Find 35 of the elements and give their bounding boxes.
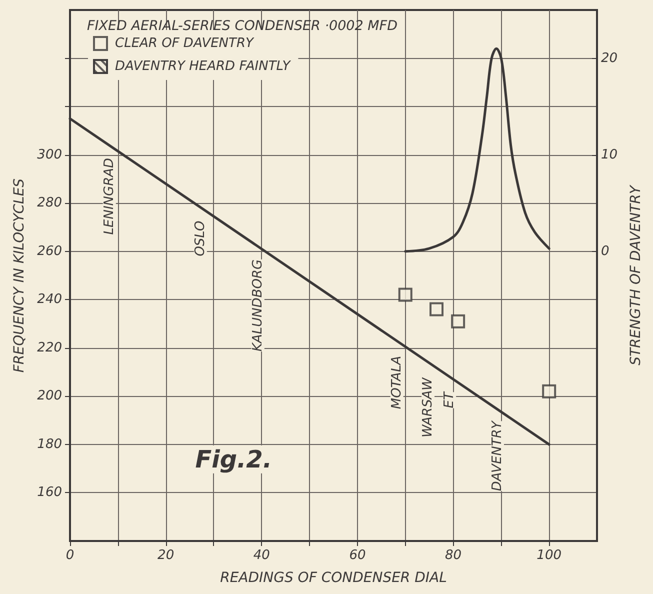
point bbox=[542, 384, 556, 398]
y2-tick-label: 10 bbox=[601, 147, 618, 162]
y-tick-label: 280 bbox=[37, 196, 62, 211]
y-tick-label: 160 bbox=[37, 485, 62, 500]
annotation: DAVENTRY bbox=[490, 420, 505, 492]
point bbox=[430, 302, 444, 316]
x-tick-label: 40 bbox=[253, 548, 270, 563]
annotation: KALUNDBORG bbox=[250, 259, 266, 352]
y-tick-label: 240 bbox=[37, 292, 62, 308]
y-tick-label: 200 bbox=[37, 388, 62, 404]
y-tick-label: 300 bbox=[37, 147, 62, 162]
y-tick-label: 220 bbox=[37, 340, 62, 356]
annotation: LENINGRAD bbox=[102, 158, 117, 235]
y-tick-label: 180 bbox=[37, 436, 62, 452]
point bbox=[398, 288, 412, 302]
y-axis-title: FREQUENCY IN KILOCYCLES bbox=[11, 178, 28, 373]
x-tick-label: 20 bbox=[158, 548, 174, 563]
x-tick-label: 80 bbox=[445, 548, 462, 563]
x-tick-label: 60 bbox=[349, 548, 366, 563]
y2-tick-label: 20 bbox=[601, 50, 618, 66]
annotation: Fig.2. bbox=[195, 445, 272, 474]
x-axis-title: READINGS OF CONDENSER DIAL bbox=[220, 570, 447, 586]
annotation: WARSAW bbox=[420, 376, 436, 438]
annotation: MOTALA bbox=[389, 356, 404, 410]
legend-label: CLEAR OF DAVENTRY bbox=[115, 36, 254, 51]
line-series bbox=[404, 47, 550, 253]
x-tick-label: 100 bbox=[536, 548, 562, 563]
y2-axis-title: STRENGTH OF DAVENTRY bbox=[628, 184, 644, 366]
y-tick-label: 260 bbox=[37, 244, 62, 259]
legend-label: DAVENTRY HEARD FAINTLY bbox=[115, 59, 292, 74]
point bbox=[451, 314, 466, 328]
annotation: ET bbox=[442, 391, 458, 408]
annotation: OSLO bbox=[192, 220, 208, 256]
y2-tick-label: 0 bbox=[601, 244, 610, 259]
x-tick-label: 0 bbox=[66, 548, 74, 563]
